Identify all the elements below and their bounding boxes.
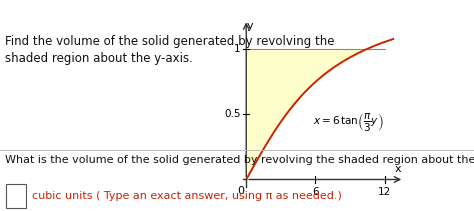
Text: 0.5: 0.5	[224, 110, 240, 119]
Text: What is the volume of the solid generated by revolving the shaded region about t: What is the volume of the solid generate…	[5, 155, 474, 165]
Text: y: y	[247, 21, 254, 31]
Bar	[6, 184, 26, 208]
Text: x: x	[395, 164, 402, 174]
Text: 6: 6	[312, 187, 319, 197]
Text: $x = 6\,\tan\!\left(\dfrac{\pi}{3}y\right)$: $x = 6\,\tan\!\left(\dfrac{\pi}{3}y\righ…	[313, 111, 383, 133]
Text: cubic units ( Type an exact answer, using π as needed.): cubic units ( Type an exact answer, usin…	[32, 191, 342, 201]
Text: 1: 1	[234, 44, 240, 54]
Text: Find the volume of the solid generated by revolving the
shaded region about the : Find the volume of the solid generated b…	[5, 35, 334, 65]
Text: 12: 12	[378, 187, 391, 197]
Text: 0: 0	[237, 186, 244, 196]
